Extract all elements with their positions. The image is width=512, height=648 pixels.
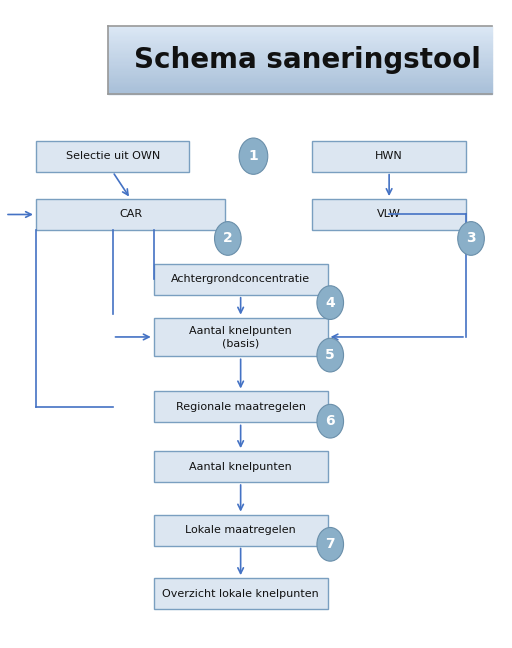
Text: Aantal knelpunten: Aantal knelpunten <box>189 461 292 472</box>
Bar <box>108 44 492 45</box>
Text: HWN: HWN <box>375 151 403 161</box>
Text: 2: 2 <box>223 231 233 246</box>
Bar <box>108 51 492 52</box>
Bar <box>108 82 492 83</box>
Text: 1: 1 <box>248 149 259 163</box>
Bar <box>108 43 492 44</box>
Bar <box>108 84 492 85</box>
Text: CAR: CAR <box>119 209 142 220</box>
FancyBboxPatch shape <box>36 199 225 230</box>
Bar <box>108 88 492 89</box>
FancyBboxPatch shape <box>154 318 328 356</box>
Bar <box>108 54 492 56</box>
Bar <box>108 93 492 94</box>
Circle shape <box>317 286 344 319</box>
Circle shape <box>458 222 484 255</box>
Bar <box>108 91 492 92</box>
Text: Schema saneringstool: Schema saneringstool <box>134 46 481 74</box>
Bar <box>108 89 492 91</box>
Bar <box>108 85 492 86</box>
Bar <box>108 65 492 67</box>
Bar <box>108 64 492 65</box>
Text: Selectie uit OWN: Selectie uit OWN <box>66 151 160 161</box>
Bar <box>108 75 492 76</box>
Text: Achtergrondconcentratie: Achtergrondconcentratie <box>171 274 310 284</box>
FancyBboxPatch shape <box>312 141 466 172</box>
Bar <box>108 70 492 71</box>
Bar <box>108 35 492 36</box>
Bar <box>108 79 492 80</box>
Text: 6: 6 <box>326 414 335 428</box>
Bar <box>108 40 492 41</box>
Bar <box>108 49 492 50</box>
Text: Aantal knelpunten
(basis): Aantal knelpunten (basis) <box>189 326 292 348</box>
Bar <box>108 92 492 93</box>
Bar <box>108 53 492 54</box>
Bar <box>108 68 492 69</box>
Bar <box>108 41 492 42</box>
Bar <box>108 83 492 84</box>
Bar <box>108 67 492 68</box>
Bar <box>108 77 492 78</box>
Circle shape <box>239 138 268 174</box>
Bar <box>108 60 492 61</box>
Bar <box>108 59 492 60</box>
Bar <box>108 73 492 74</box>
FancyBboxPatch shape <box>154 578 328 609</box>
Text: 7: 7 <box>326 537 335 551</box>
Text: Lokale maatregelen: Lokale maatregelen <box>185 525 296 535</box>
Bar <box>108 29 492 30</box>
FancyBboxPatch shape <box>154 515 328 546</box>
Bar <box>108 87 492 88</box>
Text: Regionale maatregelen: Regionale maatregelen <box>176 402 306 412</box>
Circle shape <box>317 527 344 561</box>
FancyBboxPatch shape <box>154 391 328 422</box>
Bar <box>108 52 492 53</box>
Bar <box>108 28 492 29</box>
Text: VLW: VLW <box>377 209 401 220</box>
Bar <box>108 30 492 32</box>
Bar <box>108 37 492 38</box>
Circle shape <box>317 338 344 372</box>
Text: 5: 5 <box>325 348 335 362</box>
Bar <box>108 80 492 82</box>
Text: Overzicht lokale knelpunten: Overzicht lokale knelpunten <box>162 588 319 599</box>
Text: 3: 3 <box>466 231 476 246</box>
FancyBboxPatch shape <box>154 264 328 295</box>
Bar <box>108 50 492 51</box>
FancyBboxPatch shape <box>154 451 328 482</box>
Bar <box>108 27 492 28</box>
Bar <box>108 47 492 49</box>
Circle shape <box>215 222 241 255</box>
Bar <box>108 78 492 79</box>
Circle shape <box>317 404 344 438</box>
Bar <box>108 62 492 64</box>
Bar <box>108 71 492 73</box>
Bar <box>108 61 492 62</box>
Bar <box>108 76 492 77</box>
Bar <box>108 86 492 87</box>
Bar <box>108 32 492 33</box>
FancyBboxPatch shape <box>312 199 466 230</box>
Bar <box>108 38 492 40</box>
FancyBboxPatch shape <box>36 141 189 172</box>
Bar <box>108 36 492 37</box>
Bar <box>108 69 492 70</box>
Bar <box>108 33 492 34</box>
Bar <box>108 56 492 58</box>
Bar <box>108 58 492 59</box>
Text: 4: 4 <box>325 295 335 310</box>
Bar <box>108 74 492 75</box>
Bar <box>108 42 492 43</box>
Bar <box>108 45 492 47</box>
Bar <box>108 26 492 27</box>
Bar <box>108 34 492 35</box>
